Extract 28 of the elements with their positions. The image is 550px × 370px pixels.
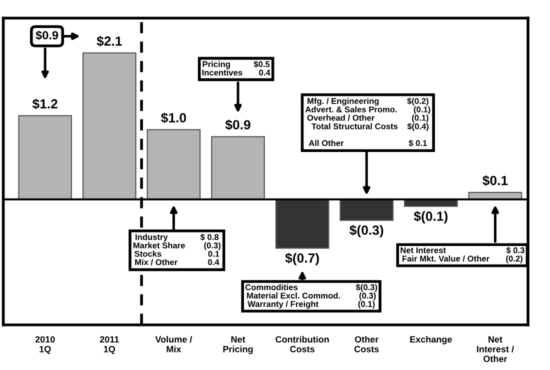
x-tick-label: Net Interest / Other — [477, 336, 514, 362]
data-label: $0.1 — [482, 175, 508, 186]
annotation: $0.9 — [36, 30, 58, 40]
x-tick-label: Net Pricing — [223, 336, 253, 354]
bar — [82, 52, 136, 200]
annotation: Commodities $(0.3) Material Excl. Commod. (0.3) Warranty / Freight (0.1) — [245, 284, 378, 309]
annotation: Pricing $0.5 Incentives 0.4 — [202, 60, 270, 76]
data-label: $1.0 — [161, 112, 186, 124]
bar — [18, 115, 72, 200]
x-tick-label: 2011 1Q — [100, 336, 119, 354]
bar — [146, 129, 201, 200]
bar — [275, 198, 330, 249]
data-label: $(0.3) — [350, 224, 384, 238]
data-label: $(0.7) — [285, 252, 319, 266]
x-tick-label: Contribution Costs — [276, 336, 329, 352]
data-label: $2.1 — [96, 36, 122, 47]
data-label: $1.2 — [32, 98, 58, 110]
annotation: Industry $ 0.8 Market Share (0.3) Stocks 0.1 Mix / Other 0.4 — [133, 234, 220, 266]
annotation: Net Interest $ 0.3 Fair Mkt. Value / Other (0.2) — [400, 246, 524, 264]
x-tick-label: 2010 1Q — [35, 336, 55, 354]
data-label: $0.9 — [225, 120, 250, 130]
bar — [340, 198, 394, 221]
x-tick-label: Volume / Mix — [155, 336, 192, 352]
bar — [211, 136, 265, 200]
x-tick-label: Other Costs — [354, 336, 379, 352]
x-tick-label: Exchange — [410, 336, 452, 344]
data-label: $(0.1) — [414, 210, 448, 224]
annotation: Mfg. / Engineering $(0.2) Advert. & Sales Promo. (0.1) Overhead / Other (0.1) Total Structural Costs $(0.4) All Other $ 0.1 — [305, 98, 430, 147]
